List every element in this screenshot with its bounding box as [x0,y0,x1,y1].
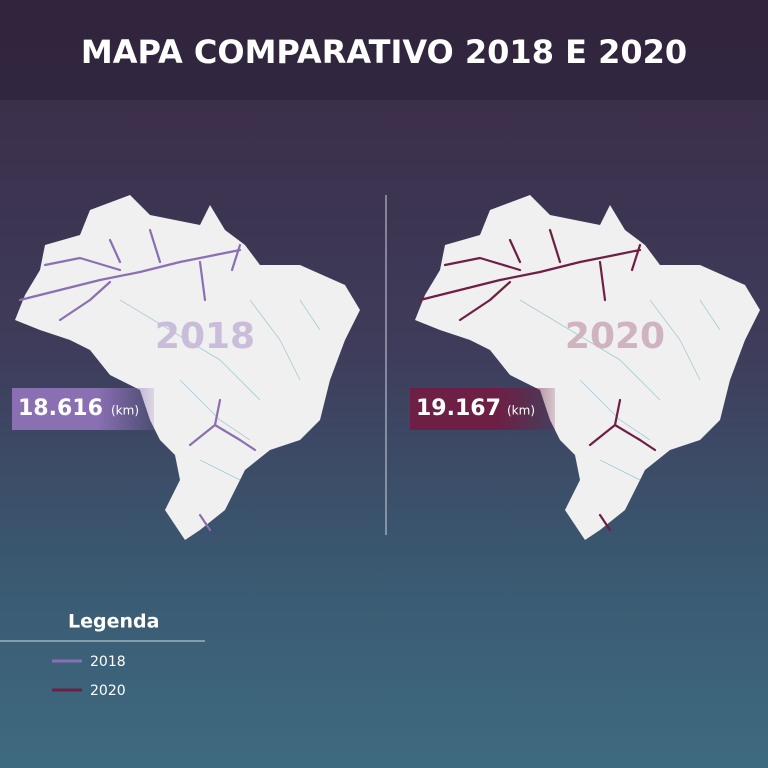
value-box [410,388,555,430]
map-2020: 2020 19.167 (km) [410,194,761,541]
value-box [12,388,154,430]
value: 19.167 [416,396,501,421]
map-2018: 2018 18.616 (km) [12,194,361,541]
title-bar [0,0,768,100]
unit: (km) [111,404,139,418]
legend-label: 2018 [90,654,126,670]
map-year: 2018 [155,316,255,357]
unit: (km) [507,404,535,418]
legend-label: 2020 [90,683,126,699]
value: 18.616 [18,396,103,421]
title: MAPA COMPARATIVO 2018 E 2020 [81,33,687,71]
map-year: 2020 [565,316,665,357]
rivers [418,228,657,532]
rivers [18,228,257,532]
legend-title: Legenda [68,611,159,633]
